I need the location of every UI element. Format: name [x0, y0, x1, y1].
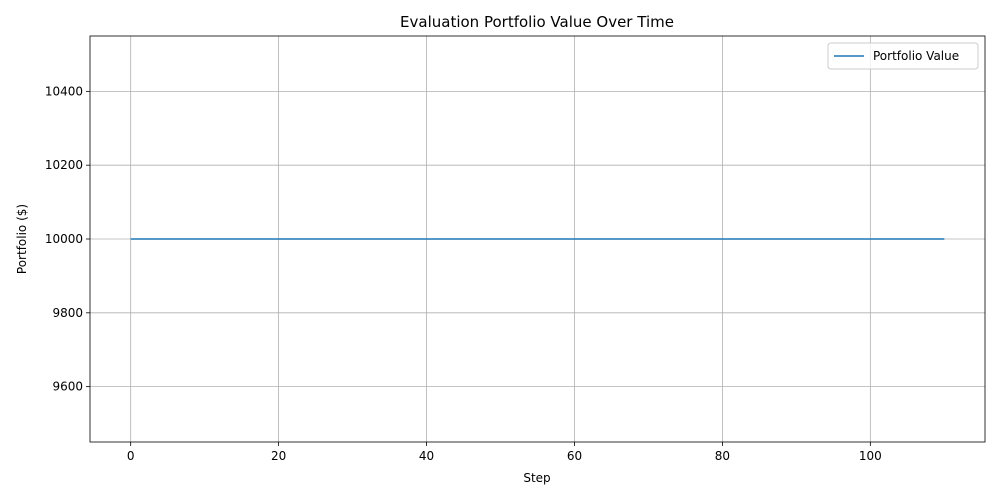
y-axis-label: Portfolio ($) — [15, 204, 29, 274]
y-tick-label: 9800 — [52, 306, 83, 320]
legend-label-portfolio-value: Portfolio Value — [873, 49, 959, 63]
legend: Portfolio Value — [827, 42, 979, 70]
x-tick-label: 100 — [859, 449, 882, 463]
y-tick-label: 10200 — [45, 158, 83, 172]
x-tick-label: 60 — [567, 449, 582, 463]
x-axis-label: Step — [523, 471, 550, 485]
y-tick-label: 10000 — [45, 232, 83, 246]
y-tick-label: 10400 — [45, 84, 83, 98]
x-tick-label: 80 — [715, 449, 730, 463]
x-axis-ticks: 0 20 40 60 80 100 — [127, 442, 882, 463]
y-axis-ticks: 9600 9800 10000 10200 10400 — [45, 84, 90, 394]
legend-box — [827, 42, 979, 70]
chart-title: Evaluation Portfolio Value Over Time — [400, 13, 674, 31]
x-tick-label: 0 — [127, 449, 135, 463]
x-tick-label: 20 — [271, 449, 286, 463]
x-tick-label: 40 — [419, 449, 434, 463]
y-tick-label: 9600 — [52, 380, 83, 394]
